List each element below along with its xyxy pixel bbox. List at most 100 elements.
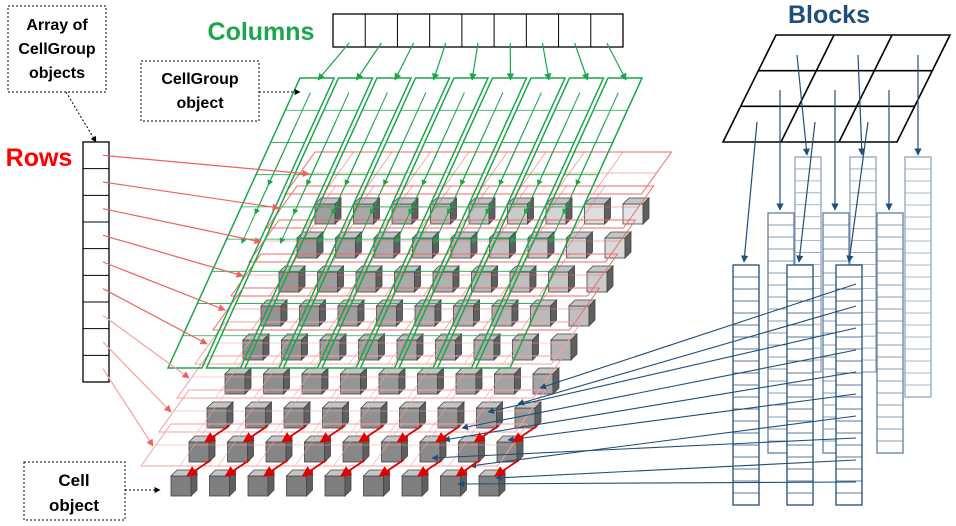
column-plane bbox=[474, 77, 644, 369]
block-cell-arrow bbox=[457, 480, 857, 488]
row-pointer-arrow bbox=[102, 234, 244, 278]
cell-cube bbox=[285, 469, 314, 497]
cellgroup-label-line1: CellGroup bbox=[161, 71, 239, 88]
row-pointer-arrow bbox=[102, 288, 208, 345]
row-plane bbox=[284, 151, 673, 195]
row-plane bbox=[140, 423, 529, 467]
cell-cube bbox=[547, 265, 576, 293]
column-pointer-arrow bbox=[432, 42, 447, 81]
cell-cube bbox=[247, 469, 275, 497]
row-pointer-arrow bbox=[102, 181, 280, 211]
block-cell-arrow bbox=[461, 349, 857, 431]
cell-cube bbox=[362, 469, 391, 497]
row-pointer-arrow bbox=[102, 368, 154, 447]
row-pointer-arrow bbox=[102, 208, 262, 245]
array-label-line2: CellGroup bbox=[18, 41, 96, 58]
blocks-group bbox=[431, 34, 952, 506]
block-stack-front bbox=[835, 264, 863, 506]
cell-pointer-red-arrow bbox=[512, 425, 538, 443]
block-pointer-arrow bbox=[857, 54, 866, 156]
cell-cube bbox=[319, 333, 347, 361]
column-plane bbox=[436, 77, 605, 369]
cell-cube bbox=[568, 299, 596, 327]
cell-pointer-red-arrow bbox=[263, 459, 289, 477]
row-pointer-arrow bbox=[102, 341, 172, 413]
block-cell-arrow bbox=[507, 393, 857, 443]
row-plane bbox=[194, 321, 583, 365]
block-stack-front bbox=[732, 264, 760, 506]
cell-pointer-red-arrow bbox=[242, 425, 268, 443]
blocks-title: Blocks bbox=[788, 1, 870, 29]
cell-cube bbox=[455, 367, 483, 395]
cell-cube bbox=[321, 401, 350, 429]
cell-pointer-red-arrow bbox=[224, 459, 250, 477]
block-cell-arrow bbox=[517, 305, 857, 406]
cell-cube bbox=[283, 401, 311, 429]
cell-cube bbox=[565, 231, 594, 259]
cell-cube bbox=[378, 367, 406, 395]
row-plane bbox=[212, 287, 601, 331]
columns-array bbox=[317, 13, 627, 81]
cell-cube bbox=[316, 265, 345, 293]
block-stack-front bbox=[786, 264, 814, 506]
column-planes bbox=[166, 77, 644, 369]
cell-cube bbox=[224, 367, 252, 395]
cell-cube bbox=[529, 299, 558, 327]
cellgroup-label-line2: object bbox=[176, 95, 224, 112]
cell-cube bbox=[226, 435, 255, 463]
cell-pointer-red-arrow bbox=[473, 425, 499, 443]
cell-pointer-red-arrow bbox=[281, 425, 307, 443]
rows-title: Rows bbox=[6, 144, 73, 172]
row-pointer-arrow bbox=[102, 314, 190, 379]
cell-cube bbox=[188, 435, 216, 463]
cell-cube bbox=[416, 367, 445, 395]
cell-cube bbox=[493, 367, 522, 395]
array-label-box bbox=[7, 5, 107, 93]
row-pointer-arrow bbox=[102, 154, 310, 178]
block-cell-arrow bbox=[539, 283, 857, 390]
cell-pointer-red-arrow bbox=[378, 459, 404, 477]
cell-pointer-red-arrow bbox=[417, 459, 443, 477]
row-plane bbox=[176, 355, 565, 399]
cell-cube bbox=[583, 197, 612, 225]
cell-cube bbox=[478, 469, 506, 497]
array-pointer-arrow bbox=[65, 91, 97, 143]
cell-cube bbox=[339, 367, 368, 395]
cell-pointer-red-arrow bbox=[435, 425, 461, 443]
block-cell-arrow bbox=[443, 371, 857, 443]
column-pointer-arrow bbox=[394, 42, 415, 81]
cell-cube bbox=[380, 435, 409, 463]
block-pointer-arrow bbox=[846, 121, 869, 263]
cell-pointer-red-arrow bbox=[301, 459, 327, 477]
column-plane bbox=[359, 77, 528, 369]
cell-cube bbox=[206, 401, 234, 429]
block-pointer-arrow bbox=[796, 54, 810, 156]
column-plane bbox=[282, 77, 451, 369]
column-plane bbox=[205, 77, 374, 369]
column-plane bbox=[320, 77, 490, 369]
cell-cube bbox=[170, 469, 198, 497]
cell-cube bbox=[301, 367, 329, 395]
block-stack-mid bbox=[876, 212, 904, 454]
column-pointer-arrow bbox=[541, 42, 552, 81]
block-pointer-arrow bbox=[741, 121, 758, 263]
array-label-line3: objects bbox=[29, 65, 85, 82]
cell-pointer-red-arrow bbox=[455, 459, 481, 477]
column-plane bbox=[397, 77, 567, 369]
cell-cube bbox=[401, 469, 429, 497]
cell-cube bbox=[437, 401, 465, 429]
block-cell-arrow bbox=[495, 459, 857, 481]
cell-pointer-red-arrow bbox=[319, 425, 345, 443]
column-pointer-arrow bbox=[574, 42, 589, 81]
columns-title: Columns bbox=[208, 18, 315, 46]
column-pointer-arrow bbox=[606, 42, 627, 81]
cell-label-box bbox=[23, 461, 126, 521]
cell-pointer-red-arrow bbox=[358, 425, 384, 443]
cell-cube bbox=[360, 401, 388, 429]
cell-cube bbox=[262, 367, 291, 395]
row-pointer-arrow bbox=[102, 261, 226, 311]
block-pointer-arrow bbox=[796, 121, 816, 263]
block-cell-arrow bbox=[431, 437, 857, 462]
cell-label-line1: Cell bbox=[58, 471, 89, 490]
rows-array bbox=[82, 141, 310, 447]
